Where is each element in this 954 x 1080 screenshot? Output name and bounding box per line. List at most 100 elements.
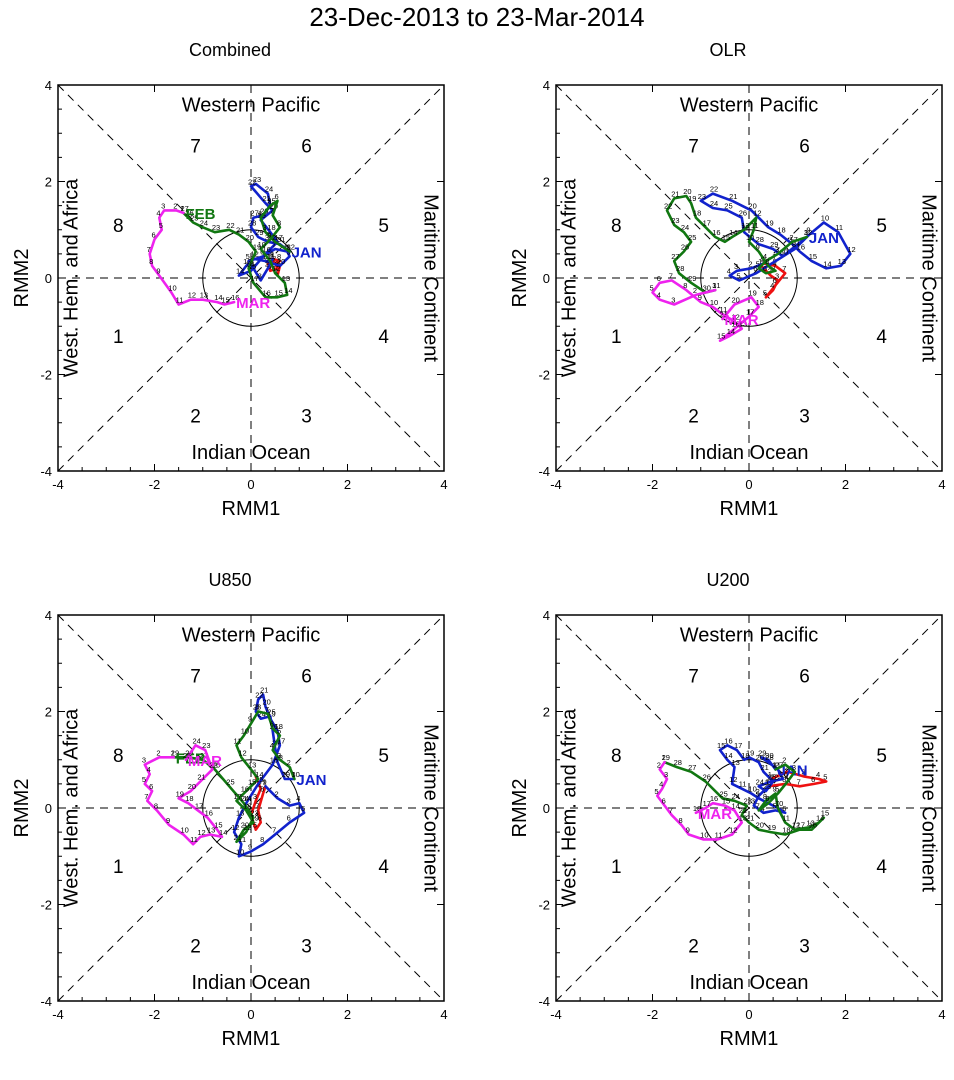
region-label-left: West. Hem. and Africa <box>558 708 580 907</box>
x-tick-label: 4 <box>440 477 447 492</box>
point-day-label: 15 <box>722 797 730 806</box>
point-day-label: 14 <box>214 293 222 302</box>
point-day-label: 9 <box>156 267 160 276</box>
series-line-jan <box>718 744 787 815</box>
point-day-label: 8 <box>255 703 259 712</box>
y-tick-label: -2 <box>538 898 550 913</box>
point-day-label: 3 <box>751 797 755 806</box>
point-day-label: 4 <box>147 765 151 774</box>
point-day-label: 26 <box>780 770 788 779</box>
region-label-top: Western Pacific <box>680 95 819 117</box>
point-day-label: 11 <box>190 835 198 844</box>
phase-label-2: 2 <box>688 407 699 428</box>
point-day-label: 17 <box>746 308 754 317</box>
point-day-label: 16 <box>262 288 270 297</box>
point-day-label: 13 <box>200 291 208 300</box>
point-day-label: 15 <box>248 777 256 786</box>
phase-boundary-line <box>555 614 943 1002</box>
point-day-label: 14 <box>219 828 227 837</box>
point-day-label: 22 <box>243 823 251 832</box>
month-label-jan: JAN <box>809 230 839 247</box>
point-day-label: 4 <box>727 267 731 276</box>
point-day-label: 4 <box>763 252 767 261</box>
point-day-label: 12 <box>729 775 737 784</box>
point-day-label: 19 <box>250 813 258 822</box>
point-day-label: 17 <box>789 235 797 244</box>
point-day-label: 27 <box>180 204 188 213</box>
point-day-label: 6 <box>765 794 769 803</box>
point-day-label: 13 <box>282 274 290 283</box>
point-day-label: 3 <box>161 201 165 210</box>
point-day-label: 27 <box>775 760 783 769</box>
point-day-label: 30 <box>291 770 299 779</box>
figure-title: 23-Dec-2013 to 23-Mar-2014 <box>309 2 645 32</box>
point-day-label: 7 <box>255 801 259 810</box>
region-label-left: West. Hem. and Africa <box>60 178 82 377</box>
point-day-label: 7 <box>147 245 151 254</box>
unit-circle <box>700 229 798 327</box>
point-day-label: 16 <box>241 785 249 794</box>
phase-label-3: 3 <box>799 407 810 428</box>
point-day-label: 1 <box>291 770 295 779</box>
point-day-label: 6 <box>149 782 153 791</box>
point-day-label: 22 <box>710 185 718 194</box>
series-line-mar <box>148 209 236 306</box>
point-day-label: 28 <box>676 264 684 273</box>
point-day-label: 27 <box>200 751 208 760</box>
point-day-label: 27 <box>671 252 679 261</box>
point-day-label: 24 <box>710 199 718 208</box>
panel-title: OLR <box>709 40 747 60</box>
point-day-label: 3 <box>142 756 146 765</box>
point-day-label: 12 <box>847 245 855 254</box>
point-day-label: 1 <box>253 768 257 777</box>
point-day-label: 21 <box>197 772 205 781</box>
point-day-label: 1 <box>758 257 762 266</box>
phase-label-7: 7 <box>190 136 201 157</box>
point-day-label: 10 <box>748 785 756 794</box>
point-day-label: 5 <box>142 775 146 784</box>
y-axis-label: RMM2 <box>11 779 33 838</box>
point-day-label: 4 <box>296 794 300 803</box>
point-day-label: 26 <box>703 772 711 781</box>
point-day-label: 11 <box>835 223 843 232</box>
point-day-label: 9 <box>248 842 252 851</box>
point-day-label: 12 <box>729 826 737 835</box>
point-day-label: 10 <box>168 283 176 292</box>
x-tick-label: -4 <box>550 1007 562 1022</box>
point-day-label: 2 <box>277 257 281 266</box>
phase-label-7: 7 <box>688 136 699 157</box>
point-day-label: 16 <box>270 756 278 765</box>
point-day-label: 10 <box>700 830 708 839</box>
point-day-label: 5 <box>277 727 281 736</box>
point-day-label: 26 <box>185 209 193 218</box>
point-day-label: 1 <box>180 204 184 213</box>
month-label-feb: FEB <box>185 206 215 223</box>
point-day-label: 28 <box>674 758 682 767</box>
point-day-label: 23 <box>671 216 679 225</box>
x-tick-label: 4 <box>440 1007 447 1022</box>
point-day-label: 3 <box>775 245 779 254</box>
x-tick-label: 0 <box>745 477 752 492</box>
point-day-label: 10 <box>241 727 249 736</box>
point-day-label: 7 <box>773 262 777 271</box>
point-day-label: 29 <box>758 748 766 757</box>
point-day-label: 21 <box>729 192 737 201</box>
x-tick-label: -2 <box>149 1007 161 1022</box>
point-day-label: 18 <box>246 259 254 268</box>
point-day-label: 18 <box>693 804 701 813</box>
y-tick-label: -2 <box>40 368 52 383</box>
point-day-label: 17 <box>797 821 805 830</box>
point-day-label: 18 <box>693 209 701 218</box>
phase-label-4: 4 <box>378 857 389 878</box>
y-tick-label: -2 <box>40 898 52 913</box>
point-day-label: 25 <box>226 777 234 786</box>
point-day-label: 25 <box>688 233 696 242</box>
point-day-label: 24 <box>200 218 208 227</box>
point-day-label: 8 <box>763 792 767 801</box>
point-day-label: 29 <box>282 770 290 779</box>
point-day-label: 12 <box>732 312 740 321</box>
phase-boundary-line <box>57 614 445 1002</box>
series-line-mar <box>651 279 760 342</box>
phase-label-8: 8 <box>113 216 124 237</box>
